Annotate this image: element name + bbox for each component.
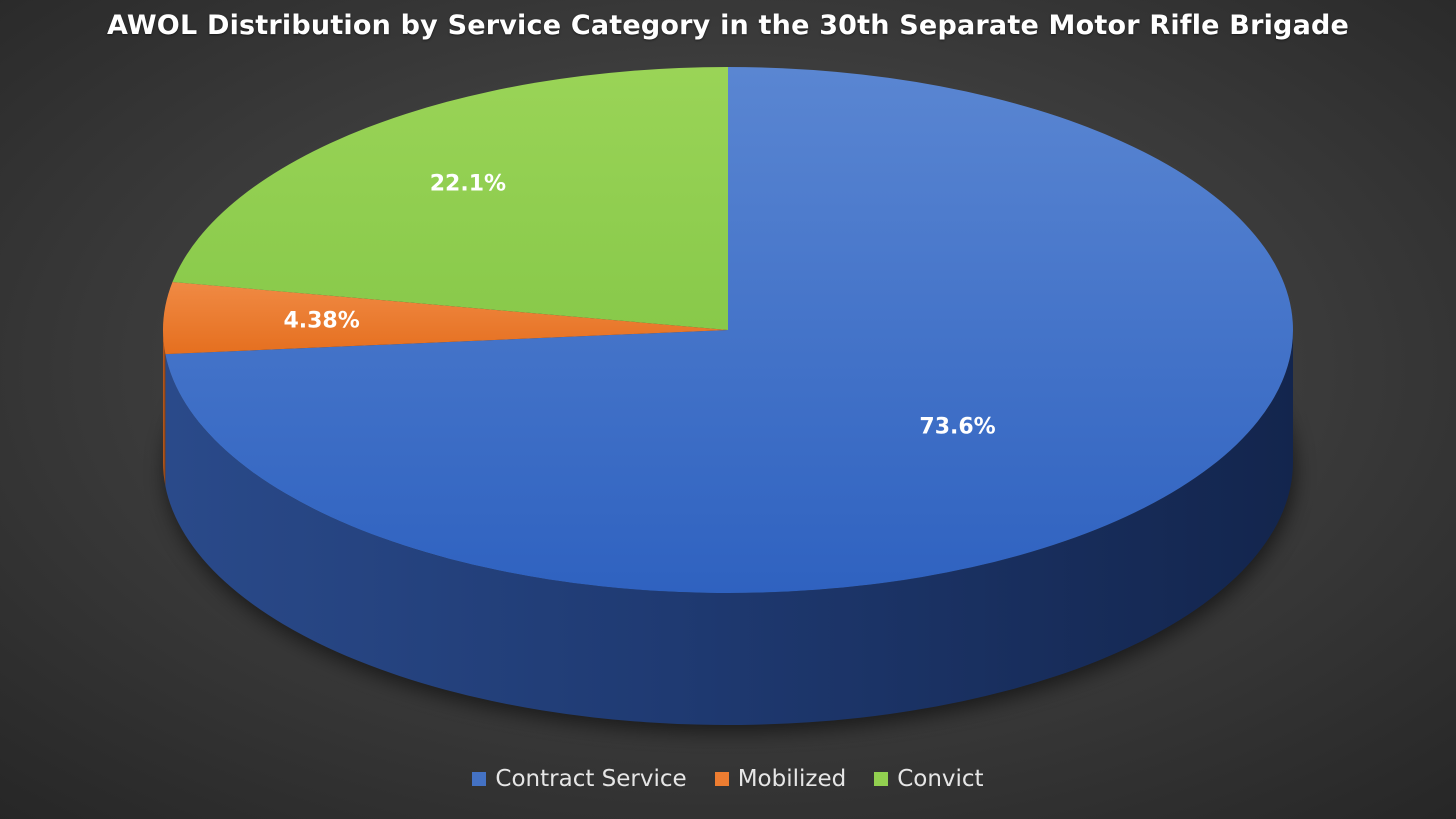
pie-labels: 73.6% 4.38% 22.1% <box>283 171 995 439</box>
legend-label: Contract Service <box>495 766 687 792</box>
legend-swatch <box>874 772 889 786</box>
data-label-contract-service: 73.6% <box>919 414 995 439</box>
pie-slice-mobilized[interactable] <box>163 282 729 355</box>
legend-label: Mobilized <box>737 766 847 792</box>
pie-side-contract-service <box>165 330 1293 726</box>
legend-label: Convict <box>897 766 984 792</box>
data-label-convict: 22.1% <box>430 171 506 196</box>
pie-slice-contract-service[interactable] <box>165 67 1293 593</box>
legend-item-mobilized[interactable]: Mobilized <box>714 766 847 792</box>
pie-sides <box>163 330 1293 726</box>
legend-item-convict[interactable]: Convict <box>874 766 984 792</box>
legend-swatch <box>714 772 729 786</box>
data-label-mobilized: 4.38% <box>283 308 359 333</box>
legend-item-contract-service[interactable]: Contract Service <box>472 766 687 792</box>
legend-swatch <box>472 772 487 786</box>
pie-side-mobilized <box>163 330 166 487</box>
legend: Contract Service Mobilized Convict <box>0 766 1456 792</box>
pie-tops <box>163 67 1293 593</box>
pie-slice-convict[interactable] <box>172 67 729 330</box>
chart-title: AWOL Distribution by Service Category in… <box>106 10 1350 41</box>
